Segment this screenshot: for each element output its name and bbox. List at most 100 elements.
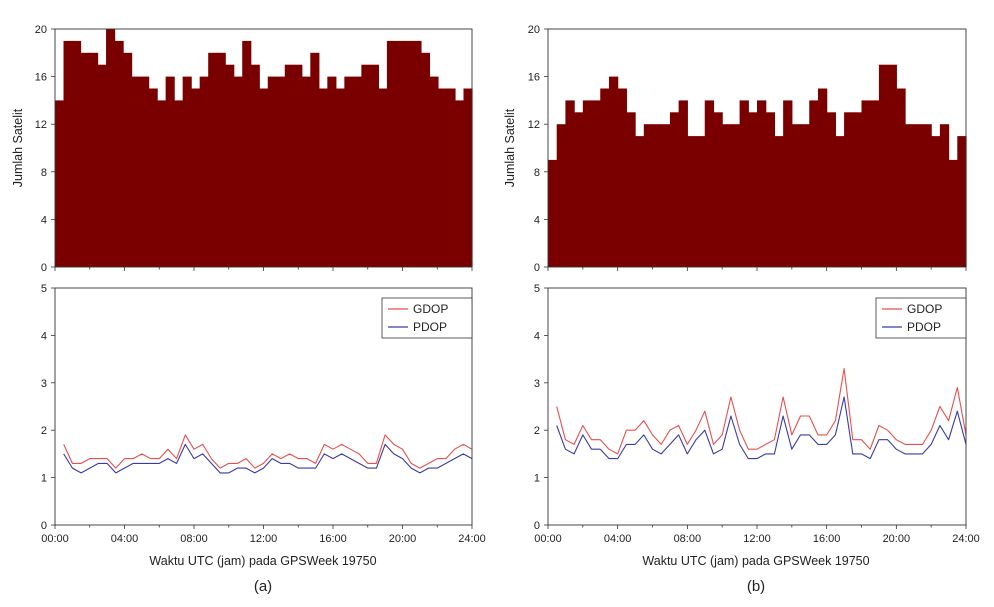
x-tick-label-panel-b-bottom: 20:00 <box>883 533 911 545</box>
bar-panel-b-top <box>835 136 845 267</box>
x-tick-label-panel-a-bottom: 00:00 <box>41 533 69 545</box>
bar-panel-a-top <box>233 76 243 267</box>
bar-panel-b-top <box>957 136 967 267</box>
y-tick-label-panel-a-bottom: 5 <box>41 283 47 295</box>
y-tick-label-panel-b-bottom: 1 <box>534 473 540 485</box>
bar-panel-b-top <box>678 100 688 268</box>
bar-panel-a-top <box>114 40 124 268</box>
bar-panel-a-top <box>55 100 65 268</box>
plot-frame-panel-b-bottom <box>547 287 967 526</box>
bar-panel-b-top <box>878 64 889 267</box>
bar-panel-a-top <box>72 40 82 268</box>
satellite-count-panel-a: Jumlah Satelit 0 4 8 12 16 20 <box>11 24 473 274</box>
bar-panel-a-top <box>199 76 209 267</box>
bar-panel-a-top <box>437 88 448 267</box>
bar-panel-a-top <box>369 64 379 267</box>
dop-panel-a: Waktu UTC (jam) pada GPSWeek 19750 (a) 0… <box>41 283 486 595</box>
x-tick-label-panel-a-bottom: 12:00 <box>250 533 278 545</box>
bar-panel-b-top <box>757 100 767 268</box>
bar-panel-a-top <box>395 40 405 268</box>
panel-caption-a: (a) <box>254 578 272 595</box>
y-tick-label-panel-b-top: 4 <box>534 214 540 226</box>
series-line-gdop-panel-a-bottom <box>63 434 473 469</box>
y-tick-label-panel-a-bottom: 2 <box>41 425 47 437</box>
bar-panel-b-top <box>704 100 715 268</box>
legend-label-gdop-panel-b: GDOP <box>907 302 942 316</box>
bar-panel-a-top <box>242 40 252 268</box>
bar-panel-a-top <box>97 64 107 267</box>
bar-panel-b-top <box>939 124 950 267</box>
y-tick-label-panel-a-bottom: 3 <box>41 378 47 390</box>
bar-panel-b-top <box>556 124 567 267</box>
legend-box-panel-b <box>875 297 967 339</box>
bar-panel-b-top <box>774 136 784 267</box>
bar-panel-b-top <box>791 124 802 267</box>
x-tick-label-panel-b-bottom: 24:00 <box>952 533 980 545</box>
y-tick-label-panel-a-top: 12 <box>35 119 47 131</box>
bar-panel-a-top <box>165 76 175 267</box>
bar-panel-b-top <box>765 112 776 267</box>
bar-panel-b-top <box>617 88 627 267</box>
bar-panel-b-top <box>565 100 575 268</box>
bar-panel-a-top <box>216 52 226 267</box>
dop-panel-b: Waktu UTC (jam) pada GPSWeek 19750 (b) 0… <box>534 283 980 595</box>
bar-panel-b-top <box>582 100 593 268</box>
bar-panel-b-top <box>635 136 645 267</box>
x-tick-label-panel-b-bottom: 12:00 <box>743 533 771 545</box>
bar-panel-b-top <box>844 112 854 267</box>
bar-panel-b-top <box>870 100 880 268</box>
y-axis-label-panel-b-top: Jumlah Satelit <box>503 108 517 187</box>
bar-panel-a-top <box>157 100 167 268</box>
bar-panel-b-top <box>887 64 897 267</box>
x-tick-label-panel-a-bottom: 20:00 <box>389 533 417 545</box>
x-tick-label-panel-a-bottom: 24:00 <box>458 533 486 545</box>
bar-panel-b-top <box>748 112 758 267</box>
x-tick-label-panel-b-bottom: 16:00 <box>813 533 841 545</box>
bar-panel-a-top <box>454 100 465 268</box>
bar-panel-a-top <box>250 64 260 267</box>
y-tick-label-panel-a-top: 8 <box>41 167 47 179</box>
y-tick-label-panel-b-top: 8 <box>534 167 540 179</box>
plot-frame-panel-a-bottom <box>54 287 473 526</box>
bar-panel-b-top <box>922 124 932 267</box>
bar-panel-b-top <box>713 112 723 267</box>
bar-panel-a-top <box>89 52 99 267</box>
bar-panel-b-top <box>800 124 810 267</box>
bar-panel-b-top <box>905 124 915 267</box>
bar-panel-a-top <box>386 40 397 268</box>
bar-panel-a-top <box>403 40 414 268</box>
x-tick-label-panel-a-bottom: 08:00 <box>180 533 208 545</box>
bar-panel-a-top <box>420 52 431 267</box>
bar-panel-a-top <box>174 100 184 268</box>
bar-panel-a-top <box>310 52 320 267</box>
panel-caption-b: (b) <box>747 578 765 595</box>
bar-panel-b-top <box>948 159 958 267</box>
bar-panel-a-top <box>182 76 192 267</box>
bar-panel-a-top <box>412 40 422 268</box>
y-tick-label-panel-b-bottom: 2 <box>534 425 540 437</box>
y-tick-label-panel-a-top: 20 <box>35 24 47 36</box>
x-tick-label-panel-b-bottom: 00:00 <box>534 533 562 545</box>
y-tick-label-panel-b-bottom: 5 <box>534 283 540 295</box>
satellite-count-panel-b: Jumlah Satelit 0 4 8 12 16 20 <box>503 24 967 274</box>
bar-panel-a-top <box>301 76 311 267</box>
bar-panel-a-top <box>208 52 218 267</box>
y-tick-label-panel-b-bottom: 0 <box>534 520 540 532</box>
series-line-gdop-panel-b-bottom <box>556 368 967 455</box>
bar-panel-b-top <box>626 112 636 267</box>
bar-panel-b-top <box>687 136 697 267</box>
y-tick-label-panel-a-top: 16 <box>35 72 47 84</box>
bar-panel-a-top <box>463 88 473 267</box>
legend-box-panel-a <box>381 297 473 339</box>
y-tick-label-panel-b-top: 12 <box>528 119 540 131</box>
bar-panel-b-top <box>817 88 828 267</box>
bar-panel-b-top <box>591 100 601 268</box>
y-tick-label-panel-b-bottom: 4 <box>534 330 540 342</box>
x-tick-label-panel-a-bottom: 04:00 <box>111 533 139 545</box>
bar-panel-a-top <box>106 29 116 267</box>
x-tick-label-panel-b-bottom: 04:00 <box>604 533 632 545</box>
bar-panel-a-top <box>378 88 388 267</box>
y-axis-label-panel-a-top: Jumlah Satelit <box>11 108 25 187</box>
y-tick-label-panel-b-bottom: 3 <box>534 378 540 390</box>
